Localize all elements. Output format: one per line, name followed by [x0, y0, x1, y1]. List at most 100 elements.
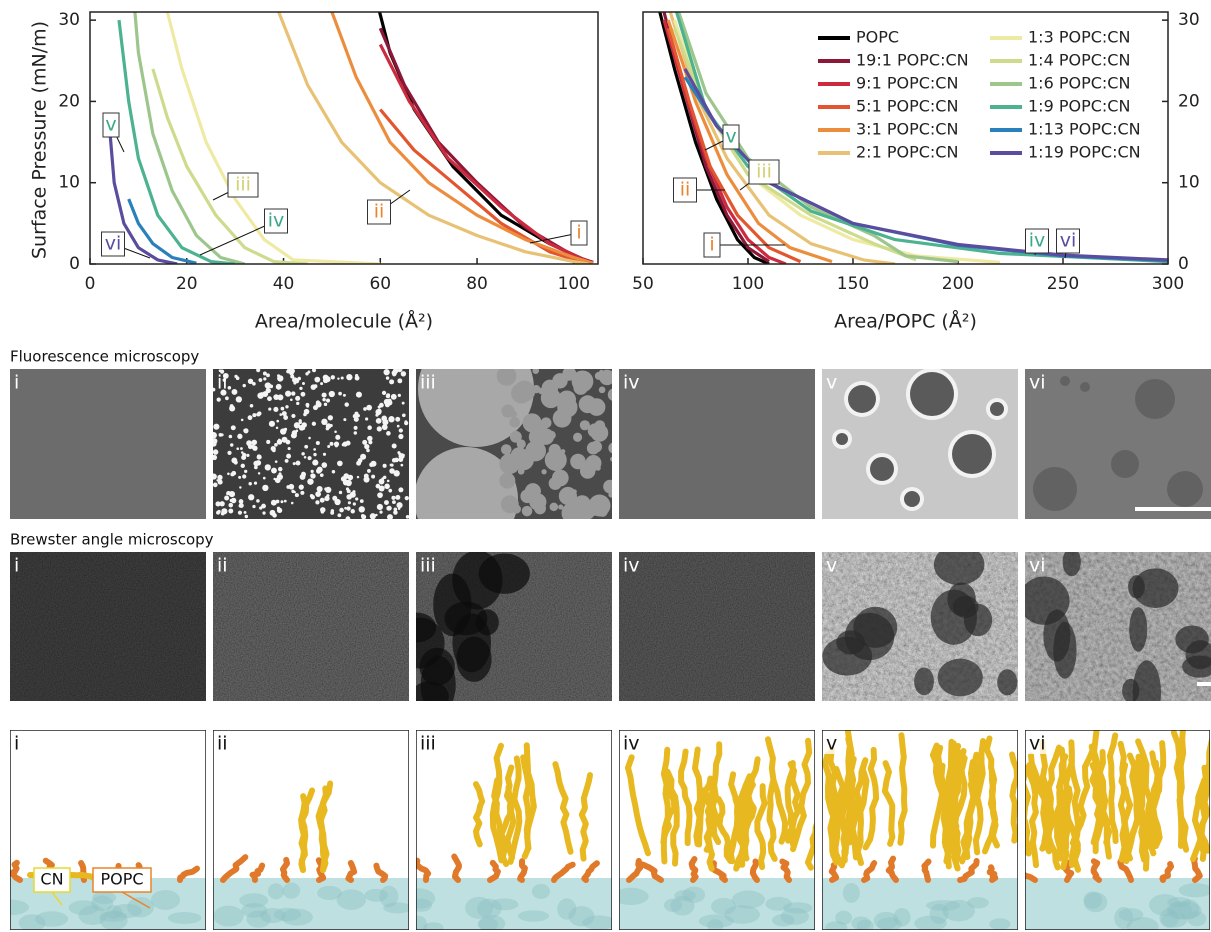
domain — [353, 416, 359, 422]
annotation: v — [105, 114, 116, 136]
domain — [521, 505, 533, 517]
molecule — [624, 754, 651, 857]
water-blob — [765, 896, 792, 911]
annotation: iii — [235, 174, 251, 196]
water — [822, 878, 1018, 930]
annotation-box — [1025, 228, 1049, 254]
domain — [219, 501, 225, 507]
domain — [404, 421, 409, 426]
water-blob — [416, 888, 436, 909]
domain — [603, 479, 612, 494]
domain — [304, 444, 309, 449]
molecule — [957, 858, 980, 883]
domain — [251, 439, 258, 446]
domain — [218, 432, 223, 437]
domain — [319, 497, 325, 503]
water-blob — [1178, 899, 1200, 920]
water-blob — [478, 915, 506, 930]
domain — [1129, 607, 1148, 652]
domain — [228, 434, 233, 439]
domain — [384, 483, 390, 490]
domain — [220, 389, 227, 396]
snapshot — [619, 730, 815, 930]
y-tick-label: 20 — [1178, 91, 1200, 111]
x-tick-label: 150 — [837, 274, 869, 294]
scale-bar — [1135, 507, 1211, 511]
domain — [397, 378, 403, 384]
molecule — [862, 746, 880, 851]
snapshot — [10, 730, 206, 930]
domain — [276, 507, 283, 514]
water-blob — [698, 914, 734, 928]
water-blob — [416, 898, 432, 912]
domain — [315, 491, 321, 498]
domain — [276, 473, 283, 481]
x-tick-label: 20 — [176, 274, 198, 294]
molecule — [854, 757, 870, 867]
molecule — [487, 859, 501, 883]
water-blob — [851, 916, 871, 930]
domain — [215, 501, 221, 507]
domain — [277, 375, 284, 382]
domain — [576, 500, 596, 519]
domain — [381, 424, 388, 431]
domain — [347, 501, 351, 505]
molecule — [373, 862, 389, 883]
domain — [274, 442, 278, 447]
annotation: i — [709, 234, 714, 256]
domain — [324, 487, 328, 491]
annotation-box — [570, 220, 588, 246]
legend-label: 19:1 POPC:CN — [856, 51, 969, 70]
noise — [213, 552, 409, 701]
x-tick-label: 250 — [1047, 274, 1079, 294]
water-blob — [1160, 911, 1188, 928]
y-tick-label: 10 — [58, 173, 80, 193]
panel-label: i — [14, 372, 19, 394]
molecule — [1123, 758, 1146, 865]
domain — [248, 482, 252, 486]
domain — [549, 502, 559, 512]
molecule — [779, 858, 792, 883]
domain — [610, 456, 612, 462]
domain — [381, 390, 387, 396]
molecule — [897, 732, 908, 846]
domain — [283, 499, 287, 503]
molecule — [1117, 740, 1128, 863]
domain — [237, 510, 243, 515]
water-blob — [246, 910, 272, 928]
micrograph — [213, 369, 409, 519]
molecule — [1025, 870, 1038, 883]
molecule — [298, 793, 308, 873]
water-blob — [167, 912, 202, 924]
domain — [298, 424, 305, 431]
domain — [848, 385, 876, 413]
domain — [294, 493, 299, 498]
domain — [1080, 382, 1090, 392]
micrograph — [1025, 552, 1211, 701]
domain — [366, 404, 373, 411]
annotation: ii — [680, 179, 691, 201]
x-tick-label: 200 — [942, 274, 974, 294]
domain — [295, 460, 301, 466]
y-tick-label: 20 — [58, 91, 80, 111]
domain — [337, 513, 342, 518]
domain — [283, 427, 288, 431]
domain — [368, 440, 373, 445]
domain — [558, 504, 564, 510]
domain — [396, 369, 403, 373]
domain — [293, 422, 301, 429]
domain — [1167, 471, 1203, 507]
molecule — [709, 741, 723, 846]
panel-label: iv — [623, 372, 640, 394]
molecule — [503, 764, 517, 861]
legend-label: 5:1 POPC:CN — [856, 97, 958, 116]
water-blob — [91, 895, 114, 912]
water-blob — [731, 890, 765, 909]
domain — [388, 488, 393, 493]
domain — [312, 405, 318, 411]
domain — [361, 514, 367, 519]
domain — [330, 375, 336, 380]
snapshot — [822, 730, 1018, 930]
domain — [392, 369, 399, 374]
molecule — [1159, 860, 1175, 883]
